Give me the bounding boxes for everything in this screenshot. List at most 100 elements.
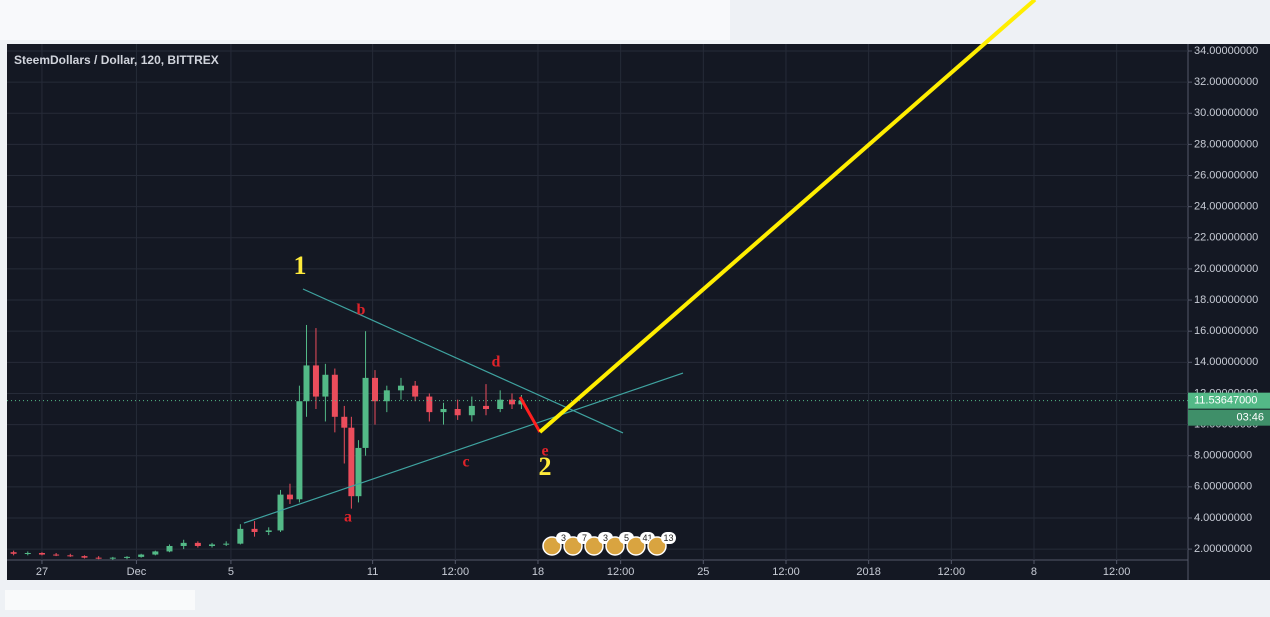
event-count: 3 bbox=[603, 533, 608, 543]
candle-body bbox=[426, 396, 433, 413]
blurred-footer bbox=[5, 590, 195, 610]
y-tick-label: 8.00000000 bbox=[1194, 450, 1252, 462]
candle-body bbox=[95, 557, 102, 559]
event-flag bbox=[605, 536, 625, 556]
trend-line bbox=[243, 372, 684, 524]
candle-body bbox=[123, 556, 130, 558]
y-tick-label: 2.00000000 bbox=[1194, 543, 1252, 555]
chart-title: SteemDollars / Dollar, 120, BITTREX bbox=[14, 53, 219, 67]
candle-body bbox=[371, 377, 378, 402]
x-tick-label: 12:00 bbox=[938, 566, 966, 578]
candle-body bbox=[440, 409, 447, 413]
x-tick-label: 12:00 bbox=[442, 566, 470, 578]
countdown-label: 03:46 bbox=[1236, 412, 1264, 424]
y-tick-label: 28.00000000 bbox=[1194, 138, 1258, 150]
x-tick-label: 11 bbox=[367, 566, 378, 578]
candle-body bbox=[348, 427, 355, 497]
event-flag bbox=[584, 536, 604, 556]
candle-body bbox=[322, 374, 329, 397]
candle-body bbox=[251, 528, 258, 532]
candle-body bbox=[152, 551, 159, 555]
candle-body bbox=[483, 405, 490, 410]
event-count: 5 bbox=[624, 533, 629, 543]
y-tick-label: 4.00000000 bbox=[1194, 512, 1252, 524]
wave-label: d bbox=[492, 354, 501, 371]
wave-label: e bbox=[541, 443, 548, 460]
event-flag bbox=[647, 536, 667, 556]
x-tick-label: 12:00 bbox=[772, 566, 800, 578]
trend-line bbox=[302, 288, 624, 434]
candle-body bbox=[454, 409, 461, 416]
y-tick-label: 32.00000000 bbox=[1194, 76, 1258, 88]
candle-body bbox=[341, 416, 348, 428]
candle-body bbox=[194, 542, 201, 546]
candle-body bbox=[277, 494, 284, 531]
countdown-box bbox=[1188, 409, 1270, 426]
candle-body bbox=[468, 405, 475, 416]
trend-line bbox=[518, 396, 542, 433]
wave-label: c bbox=[462, 454, 469, 471]
x-tick-label: 12:00 bbox=[1103, 566, 1131, 578]
trend-line bbox=[538, 0, 1037, 434]
x-tick-label: 5 bbox=[228, 566, 234, 578]
x-tick-label: Dec bbox=[127, 566, 147, 578]
event-flag bbox=[563, 536, 583, 556]
event-flag bbox=[626, 536, 646, 556]
y-tick-label: 16.00000000 bbox=[1194, 325, 1258, 337]
candle-body bbox=[67, 555, 74, 557]
x-tick-label: 18 bbox=[532, 566, 544, 578]
y-tick-label: 18.00000000 bbox=[1194, 294, 1258, 306]
candle-body bbox=[412, 385, 419, 397]
event-count: 41 bbox=[642, 533, 652, 543]
candle-body bbox=[397, 385, 404, 391]
candle-body bbox=[237, 528, 244, 544]
event-count-bubble bbox=[661, 532, 676, 544]
wave-label: b bbox=[357, 302, 366, 319]
last-price-label: 11.53647000 bbox=[1194, 395, 1257, 407]
x-tick-label: 2018 bbox=[856, 566, 880, 578]
candle-body bbox=[209, 544, 216, 546]
candle-body bbox=[296, 401, 303, 500]
candle-body bbox=[53, 554, 60, 556]
wave-label: a bbox=[344, 509, 352, 526]
last-price-box bbox=[1188, 392, 1270, 409]
candle-body bbox=[166, 545, 173, 552]
y-tick-label: 24.00000000 bbox=[1194, 201, 1258, 213]
candle-body bbox=[109, 557, 116, 559]
candle-body bbox=[331, 374, 338, 417]
wave-label: 1 bbox=[294, 251, 307, 280]
event-flag bbox=[542, 536, 562, 556]
candle-body bbox=[312, 365, 319, 397]
y-tick-label: 34.00000000 bbox=[1194, 45, 1258, 57]
blurred-header bbox=[0, 0, 730, 40]
candle-body bbox=[138, 554, 145, 557]
y-tick-label: 14.00000000 bbox=[1194, 356, 1258, 368]
y-tick-label: 20.00000000 bbox=[1194, 263, 1258, 275]
candle-body bbox=[223, 543, 230, 545]
x-tick-label: 25 bbox=[697, 566, 709, 578]
chart-background bbox=[7, 44, 1270, 580]
y-tick-label: 22.00000000 bbox=[1194, 232, 1258, 244]
y-tick-label: 30.00000000 bbox=[1194, 107, 1258, 119]
candle-body bbox=[355, 447, 362, 497]
event-count: 3 bbox=[561, 533, 566, 543]
candle-body bbox=[38, 552, 45, 555]
candle-body bbox=[303, 365, 310, 402]
candle-body bbox=[10, 552, 17, 554]
candle-body bbox=[497, 399, 504, 410]
event-count: 13 bbox=[663, 533, 673, 543]
candle-body bbox=[286, 494, 293, 500]
x-tick-label: 12:00 bbox=[607, 566, 635, 578]
candle-body bbox=[180, 542, 187, 546]
candle-body bbox=[383, 390, 390, 402]
candle-body bbox=[24, 552, 31, 554]
wave-label: 2 bbox=[539, 452, 552, 481]
y-tick-label: 6.00000000 bbox=[1194, 481, 1252, 493]
x-tick-label: 8 bbox=[1031, 566, 1037, 578]
candle-body bbox=[508, 399, 515, 405]
event-count: 7 bbox=[582, 533, 587, 543]
candle-body bbox=[265, 530, 272, 532]
y-tick-label: 26.00000000 bbox=[1194, 169, 1258, 181]
